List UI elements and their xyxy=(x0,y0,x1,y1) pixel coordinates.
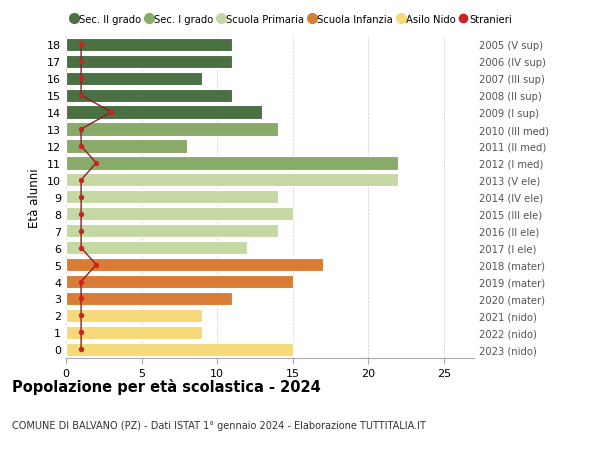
Bar xyxy=(66,73,202,85)
Bar xyxy=(66,39,232,52)
Point xyxy=(76,346,86,353)
Bar xyxy=(66,191,278,204)
Bar xyxy=(66,275,293,289)
Point xyxy=(107,109,116,117)
Point xyxy=(76,278,86,285)
Point xyxy=(76,194,86,201)
Bar xyxy=(66,224,278,238)
Point xyxy=(76,329,86,336)
Bar xyxy=(66,343,293,356)
Point xyxy=(91,261,101,269)
Point xyxy=(76,228,86,235)
Point xyxy=(76,58,86,66)
Y-axis label: Età alunni: Età alunni xyxy=(28,168,41,227)
Point xyxy=(76,75,86,83)
Bar xyxy=(66,157,398,170)
Point xyxy=(91,160,101,167)
Bar xyxy=(66,106,262,119)
Point xyxy=(76,312,86,319)
Bar xyxy=(66,90,232,102)
Bar xyxy=(66,207,293,221)
Bar xyxy=(66,174,398,187)
Bar xyxy=(66,309,202,322)
Point xyxy=(76,177,86,184)
Point xyxy=(76,211,86,218)
Legend: Sec. II grado, Sec. I grado, Scuola Primaria, Scuola Infanzia, Asilo Nido, Stran: Sec. II grado, Sec. I grado, Scuola Prim… xyxy=(71,15,512,25)
Bar xyxy=(66,292,232,305)
Text: COMUNE DI BALVANO (PZ) - Dati ISTAT 1° gennaio 2024 - Elaborazione TUTTITALIA.IT: COMUNE DI BALVANO (PZ) - Dati ISTAT 1° g… xyxy=(12,420,426,430)
Bar xyxy=(66,56,232,69)
Point xyxy=(76,92,86,100)
Point xyxy=(76,143,86,150)
Point xyxy=(76,295,86,302)
Point xyxy=(76,126,86,134)
Text: Popolazione per età scolastica - 2024: Popolazione per età scolastica - 2024 xyxy=(12,379,321,395)
Point xyxy=(76,41,86,49)
Point xyxy=(76,245,86,252)
Bar xyxy=(66,123,278,136)
Bar xyxy=(66,258,323,272)
Bar xyxy=(66,241,247,255)
Bar xyxy=(66,140,187,153)
Bar xyxy=(66,326,202,339)
